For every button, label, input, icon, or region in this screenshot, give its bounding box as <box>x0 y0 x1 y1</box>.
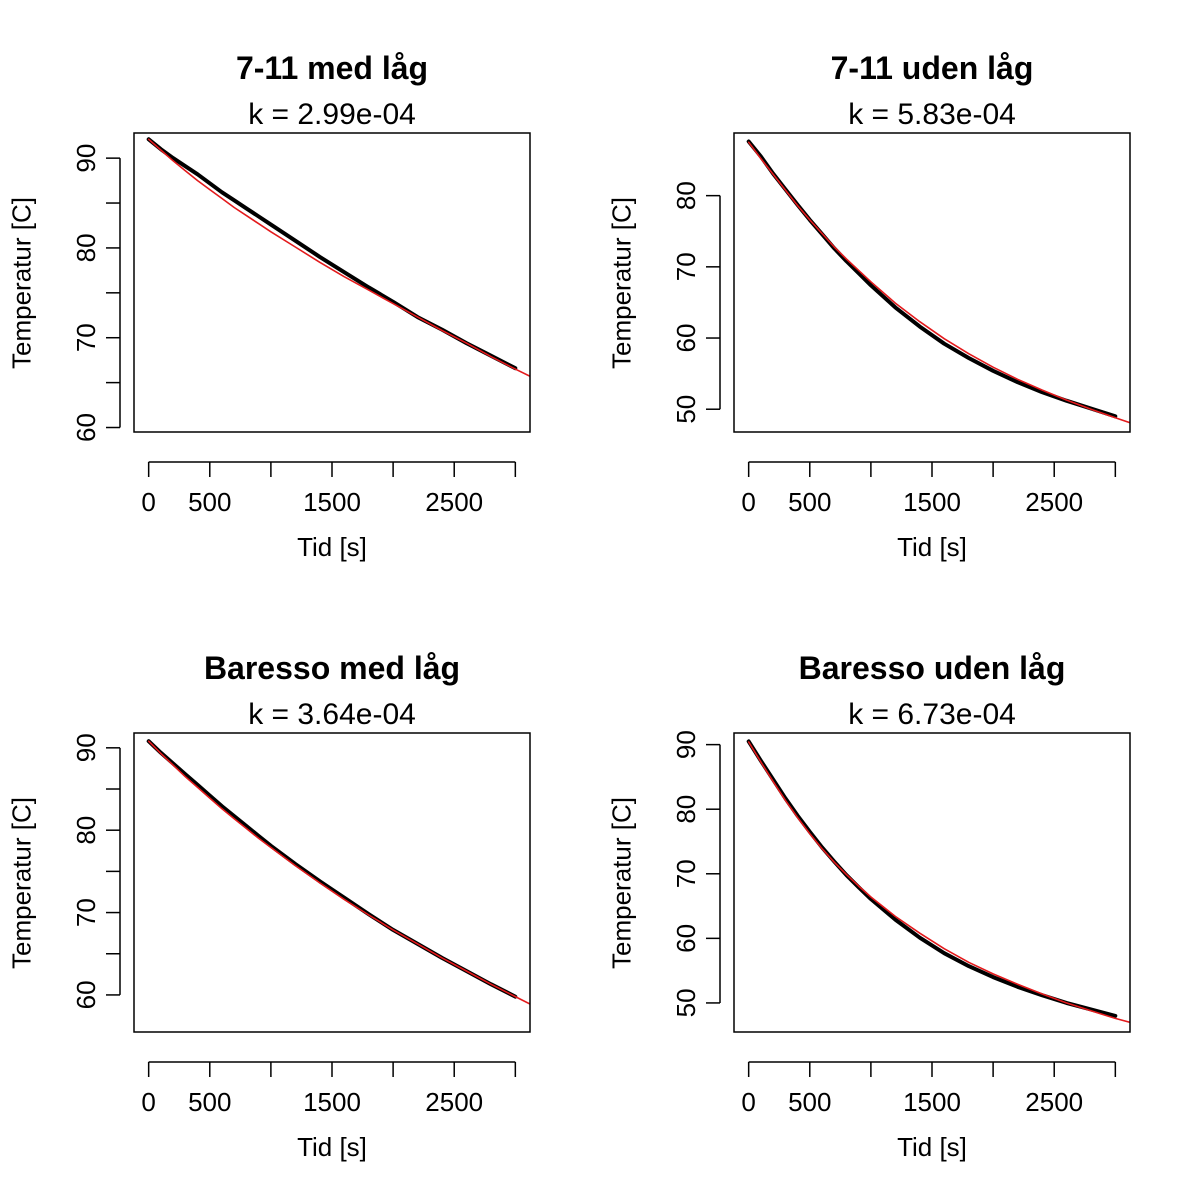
chart-panel-7-11-med-lag: 0 500 1500 2500 60 70 80 90 7-11 med låg k = 2.… <box>0 0 600 600</box>
y-tick-label: 70 <box>671 859 701 888</box>
chart-panel-7-11-uden-lag: 0 500 1500 2500 50 60 70 80 7-11 uden låg k = 5… <box>600 0 1200 600</box>
plot-frame <box>133 732 531 1033</box>
y-axis-label: Temperatur [C] <box>6 197 37 369</box>
series-line-measured <box>146 137 518 371</box>
y-tick-label: 70 <box>71 323 101 352</box>
chart-panel-baresso-med-lag: 0 500 1500 2500 60 70 80 90 Baresso med låg k =… <box>0 600 600 1200</box>
chart-subtitle: k = 3.64e-04 <box>248 698 416 731</box>
series-line-fit <box>747 741 1130 1024</box>
chart-subtitle: k = 5.83e-04 <box>848 98 1016 131</box>
x-tick-label: 2500 <box>1025 1087 1083 1117</box>
y-axis-label: Temperatur [C] <box>606 797 637 969</box>
y-tick-label: 60 <box>671 324 701 353</box>
x-tick-label: 1500 <box>903 487 961 517</box>
x-tick-label: 500 <box>788 487 831 517</box>
series-group <box>146 137 530 378</box>
y-tick-label: 50 <box>671 395 701 424</box>
x-tick-label: 0 <box>141 1087 155 1117</box>
y-tick-label: 90 <box>71 144 101 173</box>
x-tick-label: 2500 <box>425 1087 483 1117</box>
y-tick-label: 80 <box>671 181 701 210</box>
x-tick-label: 2500 <box>1025 487 1083 517</box>
y-tick-label: 90 <box>71 733 101 762</box>
x-tick-label: 0 <box>741 1087 755 1117</box>
series-line-fit <box>147 138 530 378</box>
series-line-measured <box>746 739 1118 1018</box>
x-tick-label: 500 <box>188 1087 231 1117</box>
plot-frame <box>133 132 531 433</box>
x-axis-label: Tid [s] <box>297 1132 367 1162</box>
x-tick-label: 1500 <box>303 1087 361 1117</box>
y-tick-label: 80 <box>71 233 101 262</box>
series-line-measured <box>746 139 1118 419</box>
series-line-fit <box>747 141 1130 424</box>
series-line-measured <box>146 739 518 999</box>
x-tick-label: 500 <box>788 1087 831 1117</box>
chart-panel-baresso-uden-lag: 0 500 1500 2500 50 60 70 80 90 Baresso uden låg … <box>600 600 1200 1200</box>
chart-subtitle: k = 6.73e-04 <box>848 698 1016 731</box>
y-axis-label: Temperatur [C] <box>6 797 37 969</box>
chart-title: Baresso uden låg <box>798 650 1066 686</box>
chart-title: 7-11 uden låg <box>830 50 1034 86</box>
plot-frame <box>733 132 1131 433</box>
y-tick-label: 80 <box>671 795 701 824</box>
series-line-fit <box>147 740 530 1005</box>
y-tick-label: 50 <box>671 988 701 1017</box>
plot-svg: 0 500 1500 2500 60 70 80 90 <box>71 732 531 1117</box>
plot-svg: 0 500 1500 2500 60 70 80 90 <box>71 132 531 517</box>
x-tick-label: 500 <box>188 487 231 517</box>
chart-title: 7-11 med låg <box>235 50 429 86</box>
y-tick-label: 60 <box>71 413 101 442</box>
plot-frame <box>733 732 1131 1033</box>
y-tick-label: 80 <box>71 816 101 845</box>
x-axis-label: Tid [s] <box>897 1132 967 1162</box>
y-axis-label: Temperatur [C] <box>606 197 637 369</box>
series-group <box>146 739 530 1005</box>
x-axis-label: Tid [s] <box>897 532 967 562</box>
y-tick-label: 70 <box>71 898 101 927</box>
series-group <box>746 139 1130 424</box>
x-tick-label: 0 <box>741 487 755 517</box>
y-tick-label: 90 <box>671 730 701 759</box>
chart-subtitle: k = 2.99e-04 <box>248 98 416 131</box>
y-tick-label: 70 <box>671 252 701 281</box>
plot-svg: 0 500 1500 2500 50 60 70 80 <box>671 132 1131 517</box>
x-tick-label: 1500 <box>903 1087 961 1117</box>
y-tick-label: 60 <box>671 924 701 953</box>
x-tick-label: 0 <box>141 487 155 517</box>
x-axis-label: Tid [s] <box>297 532 367 562</box>
series-group <box>746 739 1130 1024</box>
plot-svg: 0 500 1500 2500 50 60 70 80 90 <box>671 730 1131 1117</box>
x-tick-label: 2500 <box>425 487 483 517</box>
x-tick-label: 1500 <box>303 487 361 517</box>
chart-title: Baresso med låg <box>203 650 461 686</box>
y-tick-label: 60 <box>71 980 101 1009</box>
